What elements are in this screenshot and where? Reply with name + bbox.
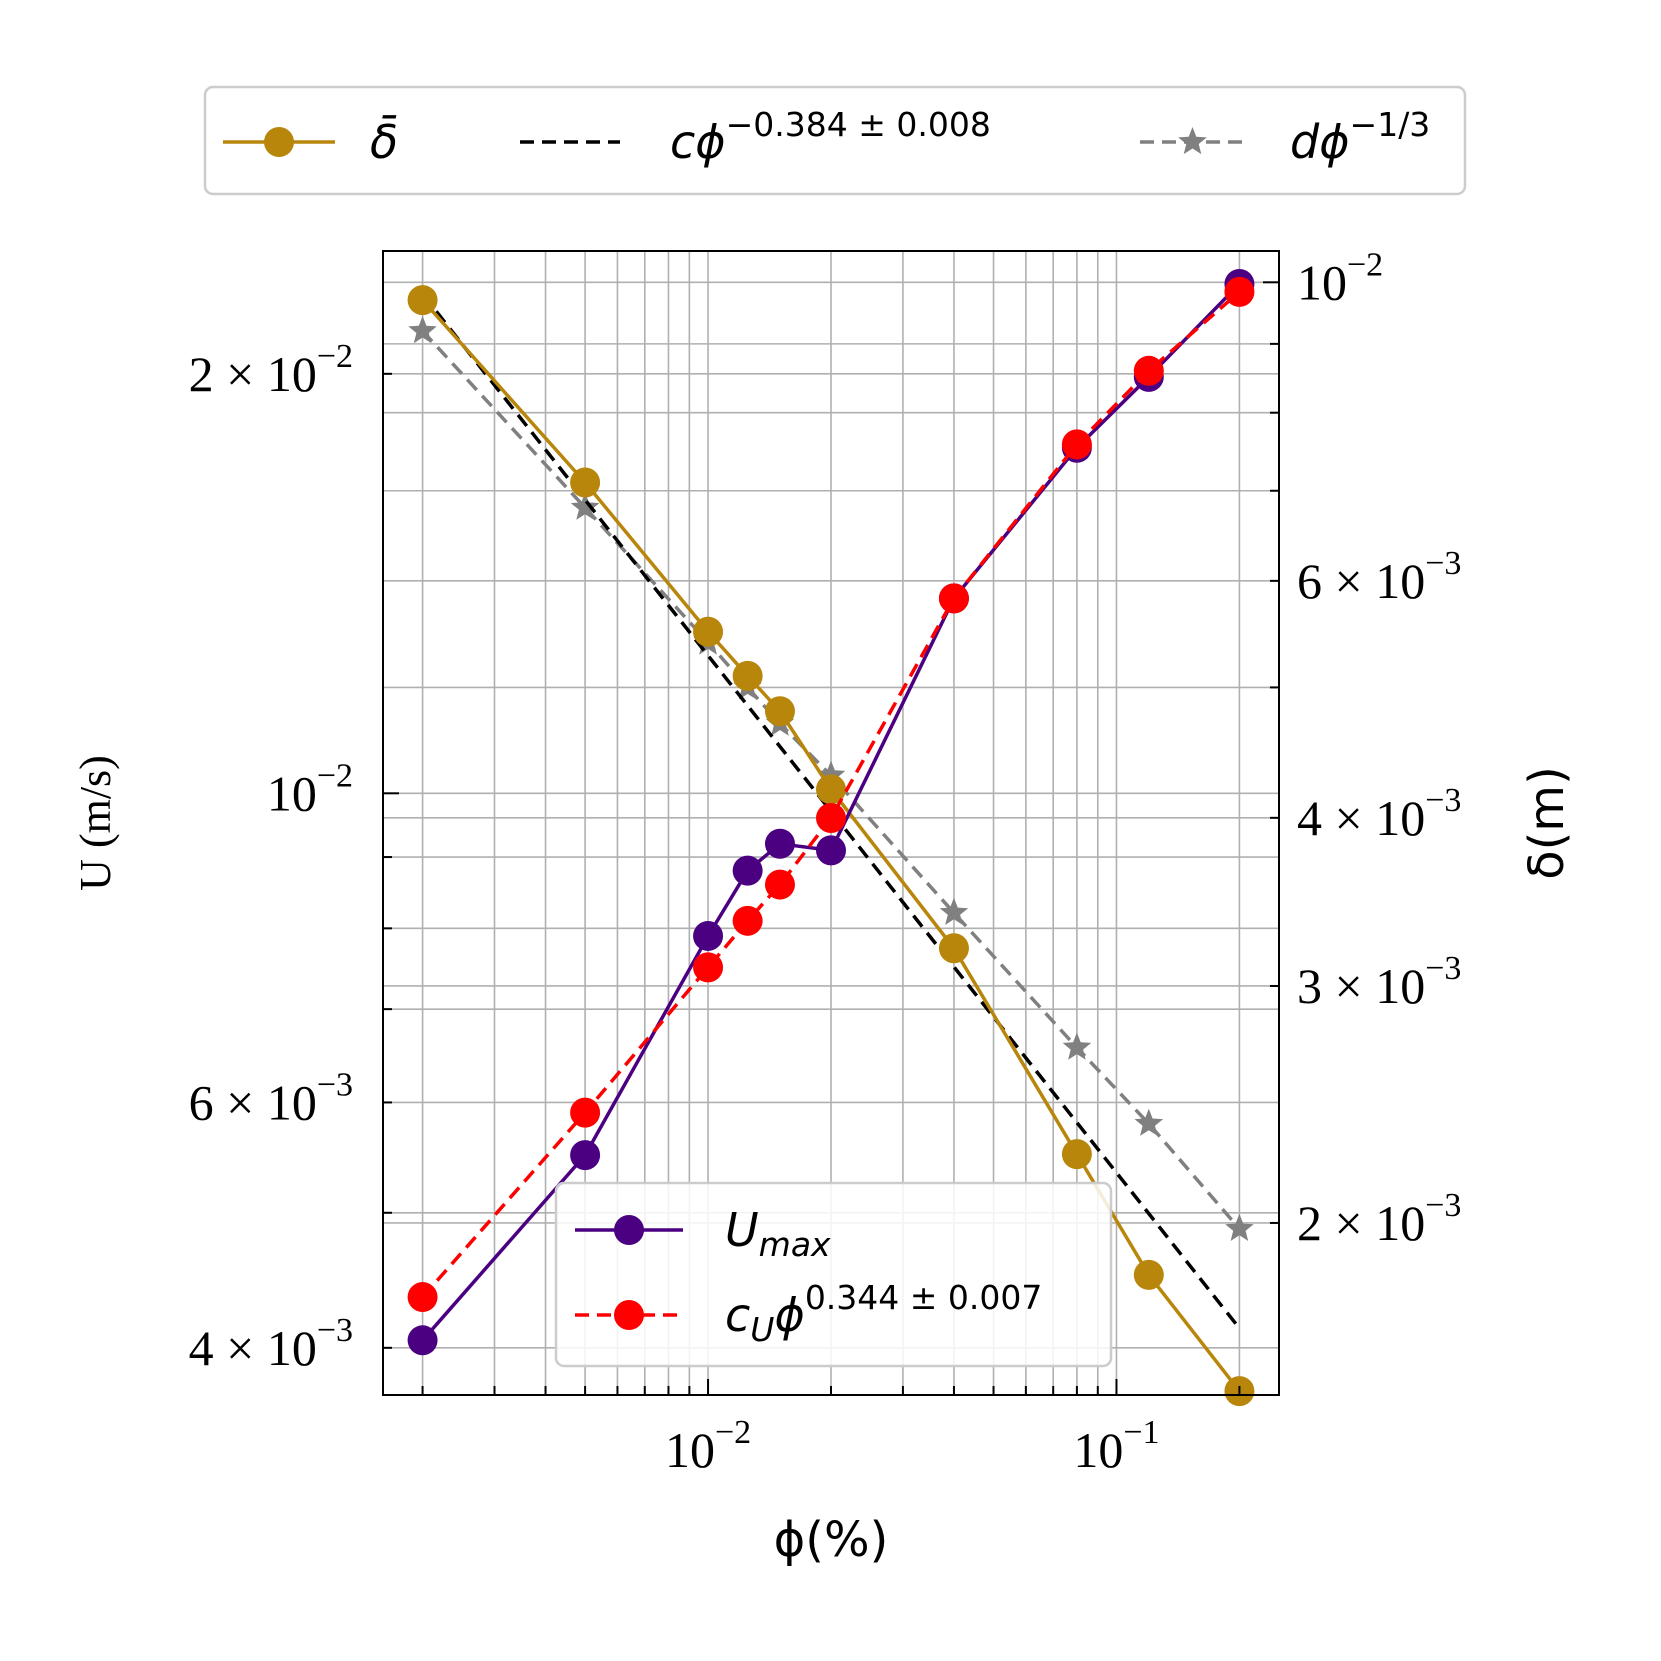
data-point-delta_bar xyxy=(1133,1259,1164,1290)
data-point-U_max xyxy=(407,1325,438,1356)
y-tick-label-right: 4 × 10−3 xyxy=(1297,782,1461,846)
data-point-delta_bar xyxy=(938,933,969,964)
legend-top-entry-delta_bar: δ̄ xyxy=(223,115,398,169)
legend-marker-c_U_fit xyxy=(614,1300,644,1330)
data-point-U_max xyxy=(764,828,795,859)
series-line-c_U_fit xyxy=(421,290,1241,1299)
y-axis-label-left: U (m/s) xyxy=(71,755,120,891)
data-point-delta_bar xyxy=(693,616,724,647)
data-point-U_max xyxy=(693,920,724,951)
x-tick-label: 10−1 xyxy=(1073,1414,1159,1478)
data-point-c_U_fit xyxy=(1224,276,1255,307)
x-axis-label: ϕ(%) xyxy=(774,1512,889,1568)
legend-top-entry-c_fit: cϕ−0.384 ± 0.008 xyxy=(520,105,991,169)
data-point-d_fit xyxy=(816,760,846,788)
data-point-U_max xyxy=(816,835,846,866)
legend-inner-entry-c_U_fit: cUϕ0.344 ± 0.007 xyxy=(575,1278,1042,1349)
data-point-c_U_fit xyxy=(938,583,969,614)
series-line-U_max xyxy=(421,282,1241,1342)
data-point-c_U_fit xyxy=(764,869,795,900)
data-point-c_U_fit xyxy=(693,952,724,983)
data-point-c_U_fit xyxy=(1133,355,1164,386)
data-point-delta_bar xyxy=(1061,1139,1092,1170)
legend-top-label-d_fit: dϕ−1/3 xyxy=(1290,105,1430,169)
data-point-d_fit xyxy=(570,492,600,520)
y-tick-label-left: 10−2 xyxy=(267,757,353,821)
data-point-U_max xyxy=(570,1140,601,1171)
data-point-d_fit xyxy=(408,316,437,344)
y-tick-label-left: 2 × 10−2 xyxy=(189,338,353,402)
ticks xyxy=(383,281,1279,1395)
data-point-delta_bar xyxy=(407,285,438,316)
data-point-c_U_fit xyxy=(407,1282,438,1313)
y-axis-label-right: δ(m) xyxy=(1519,766,1575,880)
legend-top-label-c_fit: cϕ−0.384 ± 0.008 xyxy=(670,105,991,169)
data-point-c_U_fit xyxy=(816,803,846,834)
y-tick-label-right: 6 × 10−3 xyxy=(1297,545,1461,609)
x-tick-label: 10−2 xyxy=(665,1414,751,1478)
legend-marker-delta_bar xyxy=(264,127,294,157)
data-point-delta_bar xyxy=(764,696,795,727)
data-point-c_U_fit xyxy=(570,1097,601,1128)
legend-top-frame xyxy=(203,85,1467,196)
legend-marker-U_max xyxy=(614,1215,644,1245)
series-line-delta_bar xyxy=(421,298,1241,1393)
legend-inner: Umax cUϕ0.344 ± 0.007 xyxy=(554,1181,1113,1368)
data-point-delta_bar xyxy=(732,660,763,691)
y-tick-label-right: 10−2 xyxy=(1297,246,1383,310)
data-point-d_fit xyxy=(1134,1108,1164,1136)
legend-top-label-delta_bar: δ̄ xyxy=(370,115,398,169)
y-tick-label-left: 4 × 10−3 xyxy=(189,1312,353,1376)
series-layer xyxy=(407,268,1255,1407)
legend-top-entry-d_fit: dϕ−1/3 xyxy=(1140,105,1430,169)
y-tick-label-left: 6 × 10−3 xyxy=(189,1066,353,1130)
data-point-delta_bar xyxy=(816,774,846,805)
legend-inner-frame xyxy=(554,1181,1113,1368)
y-tick-label-right: 3 × 10−3 xyxy=(1297,950,1461,1014)
tick-labels: 10−2 10−1 4 × 10−3 6 × 10−3 10−2 2 × 10−2 2 × … xyxy=(189,246,1462,1478)
y-tick-label-right: 2 × 10−3 xyxy=(1297,1187,1461,1251)
data-point-d_fit xyxy=(939,897,969,925)
data-point-c_U_fit xyxy=(1061,429,1092,460)
series-c_U_fit xyxy=(407,276,1255,1313)
data-point-d_fit xyxy=(1062,1032,1092,1060)
legend-inner-label-c_U_fit: cUϕ0.344 ± 0.007 xyxy=(725,1278,1042,1349)
legend-top: δ̄ cϕ−0.384 ± 0.008 dϕ−1/3 xyxy=(203,85,1467,196)
legend-inner-label-U_max: Umax xyxy=(725,1203,831,1264)
data-point-c_U_fit xyxy=(732,905,763,936)
data-point-delta_bar xyxy=(570,467,601,498)
legend-marker-d_fit xyxy=(1178,127,1207,155)
data-point-U_max xyxy=(732,855,763,886)
legend-inner-entry-U_max: Umax xyxy=(575,1203,831,1264)
data-point-d_fit xyxy=(1225,1213,1254,1241)
